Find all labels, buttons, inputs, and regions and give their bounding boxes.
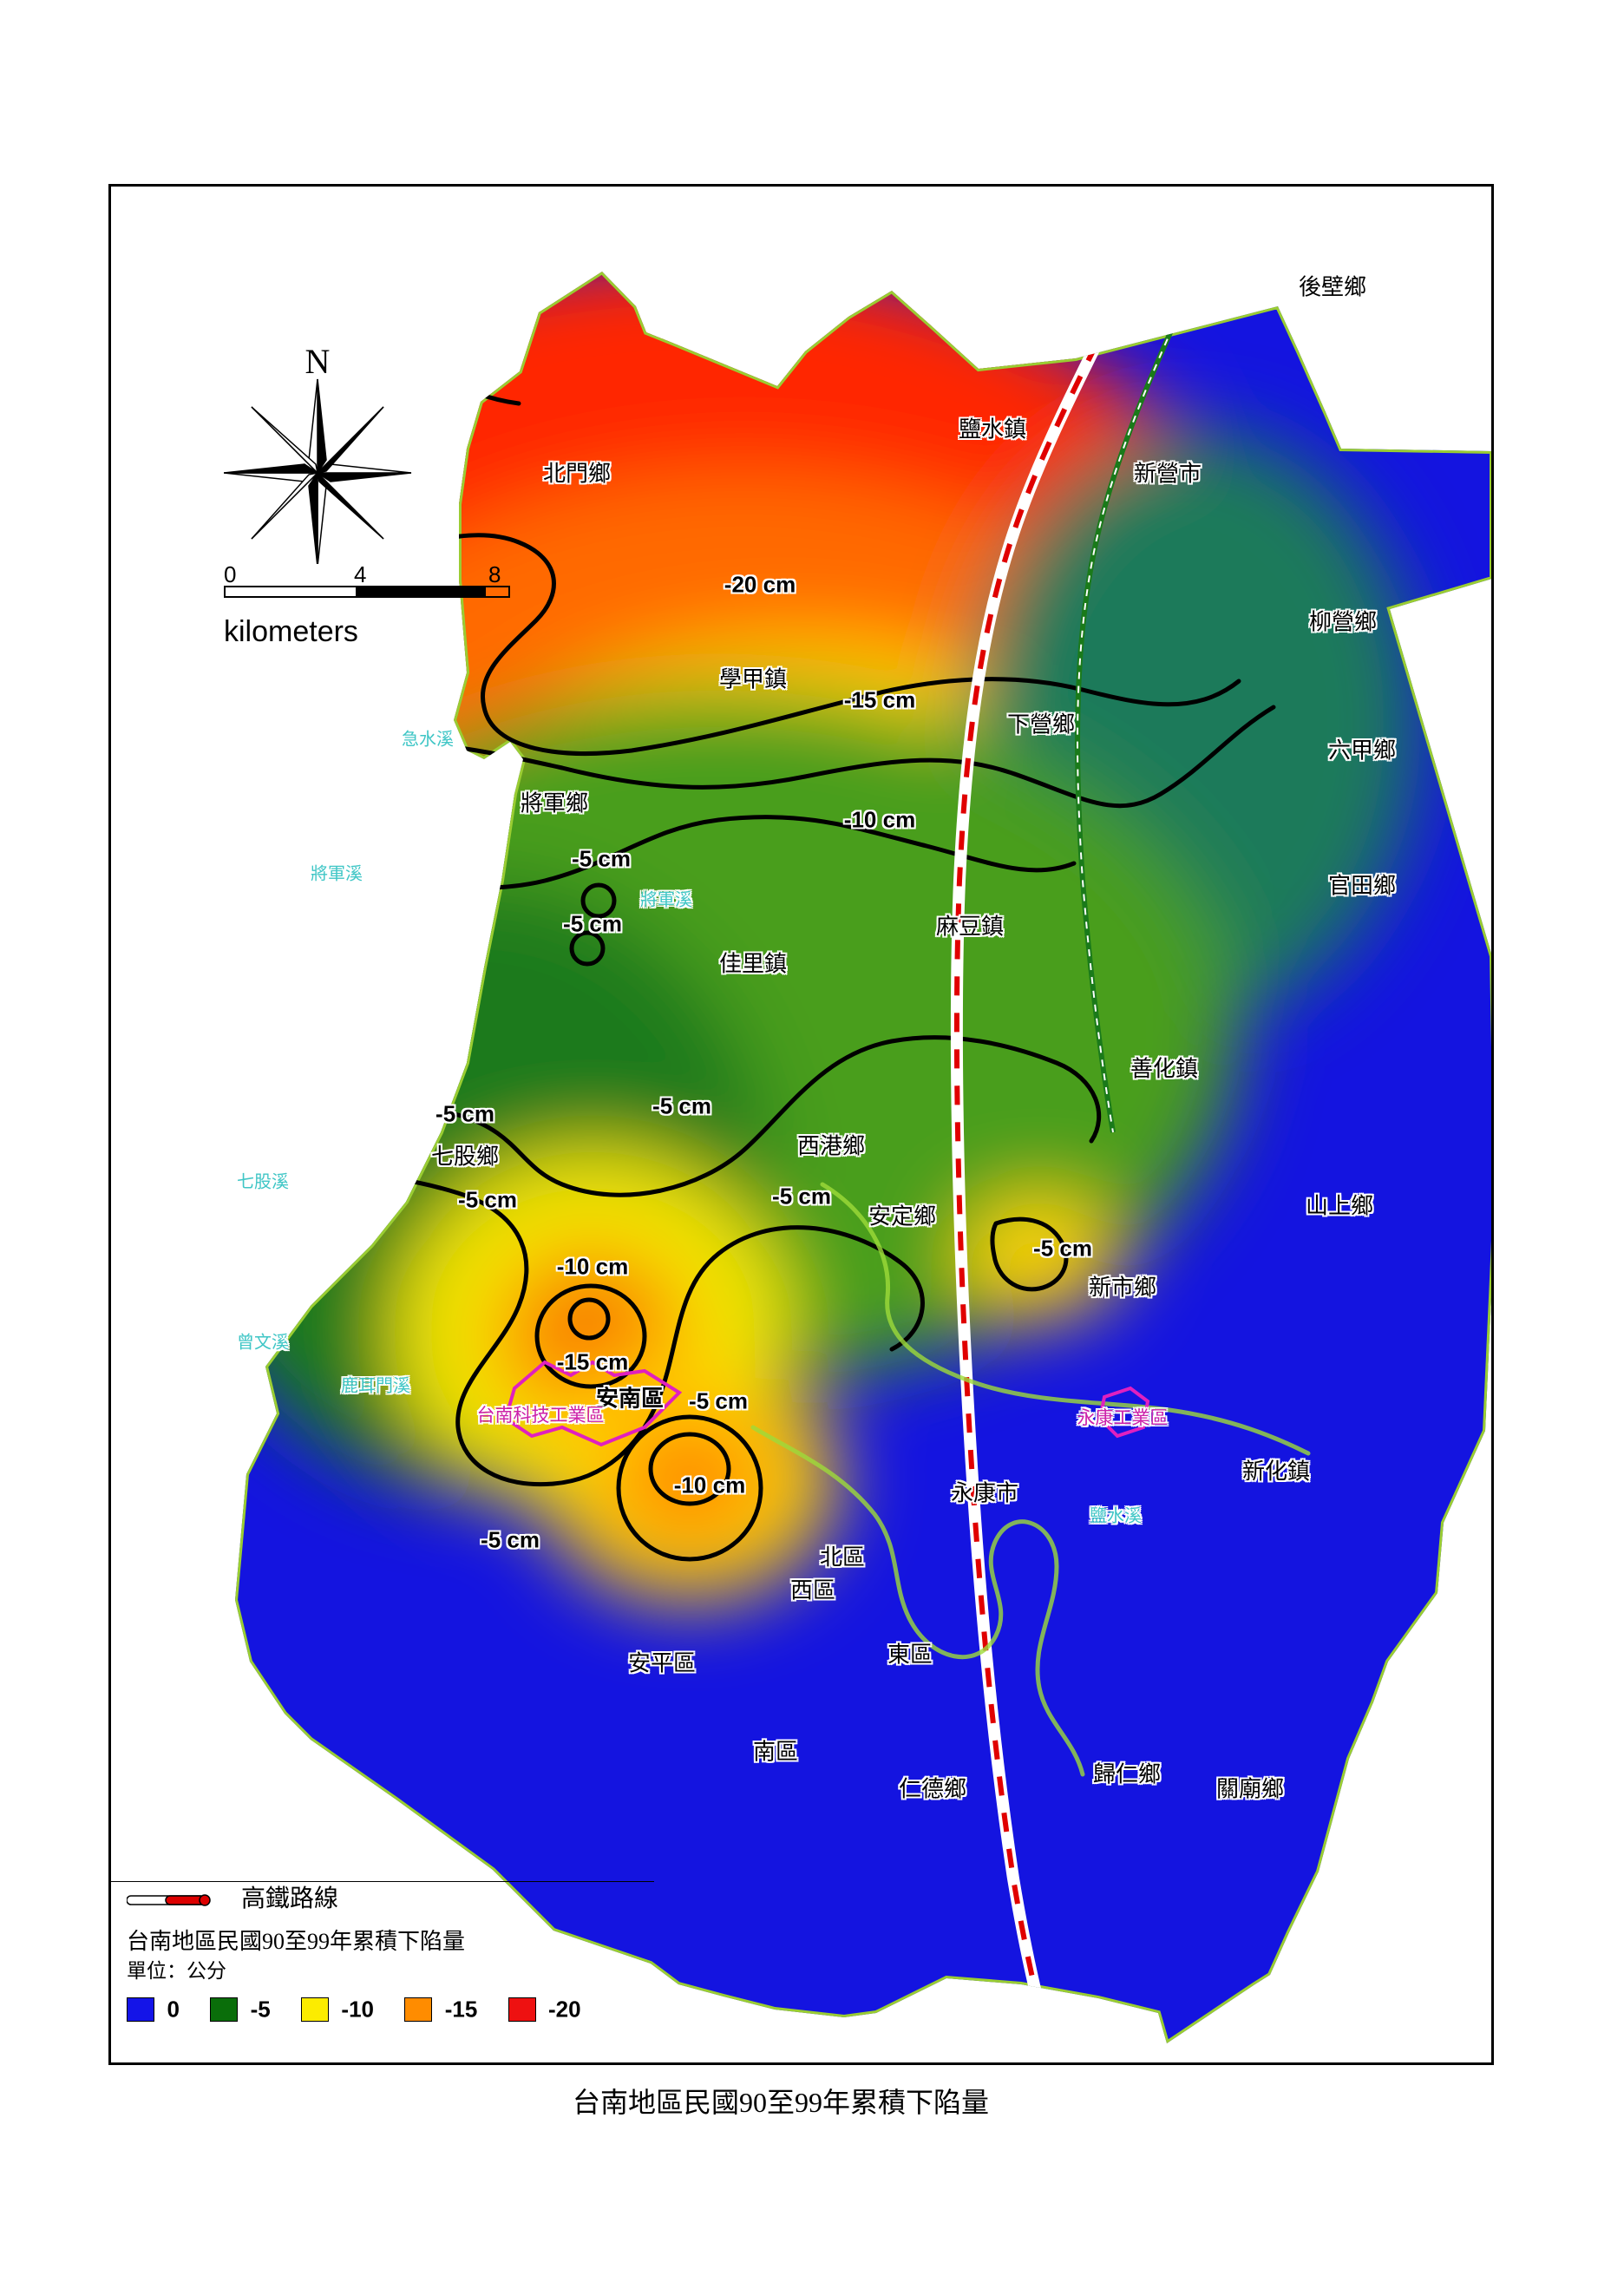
svg-text:N: N: [305, 342, 331, 381]
